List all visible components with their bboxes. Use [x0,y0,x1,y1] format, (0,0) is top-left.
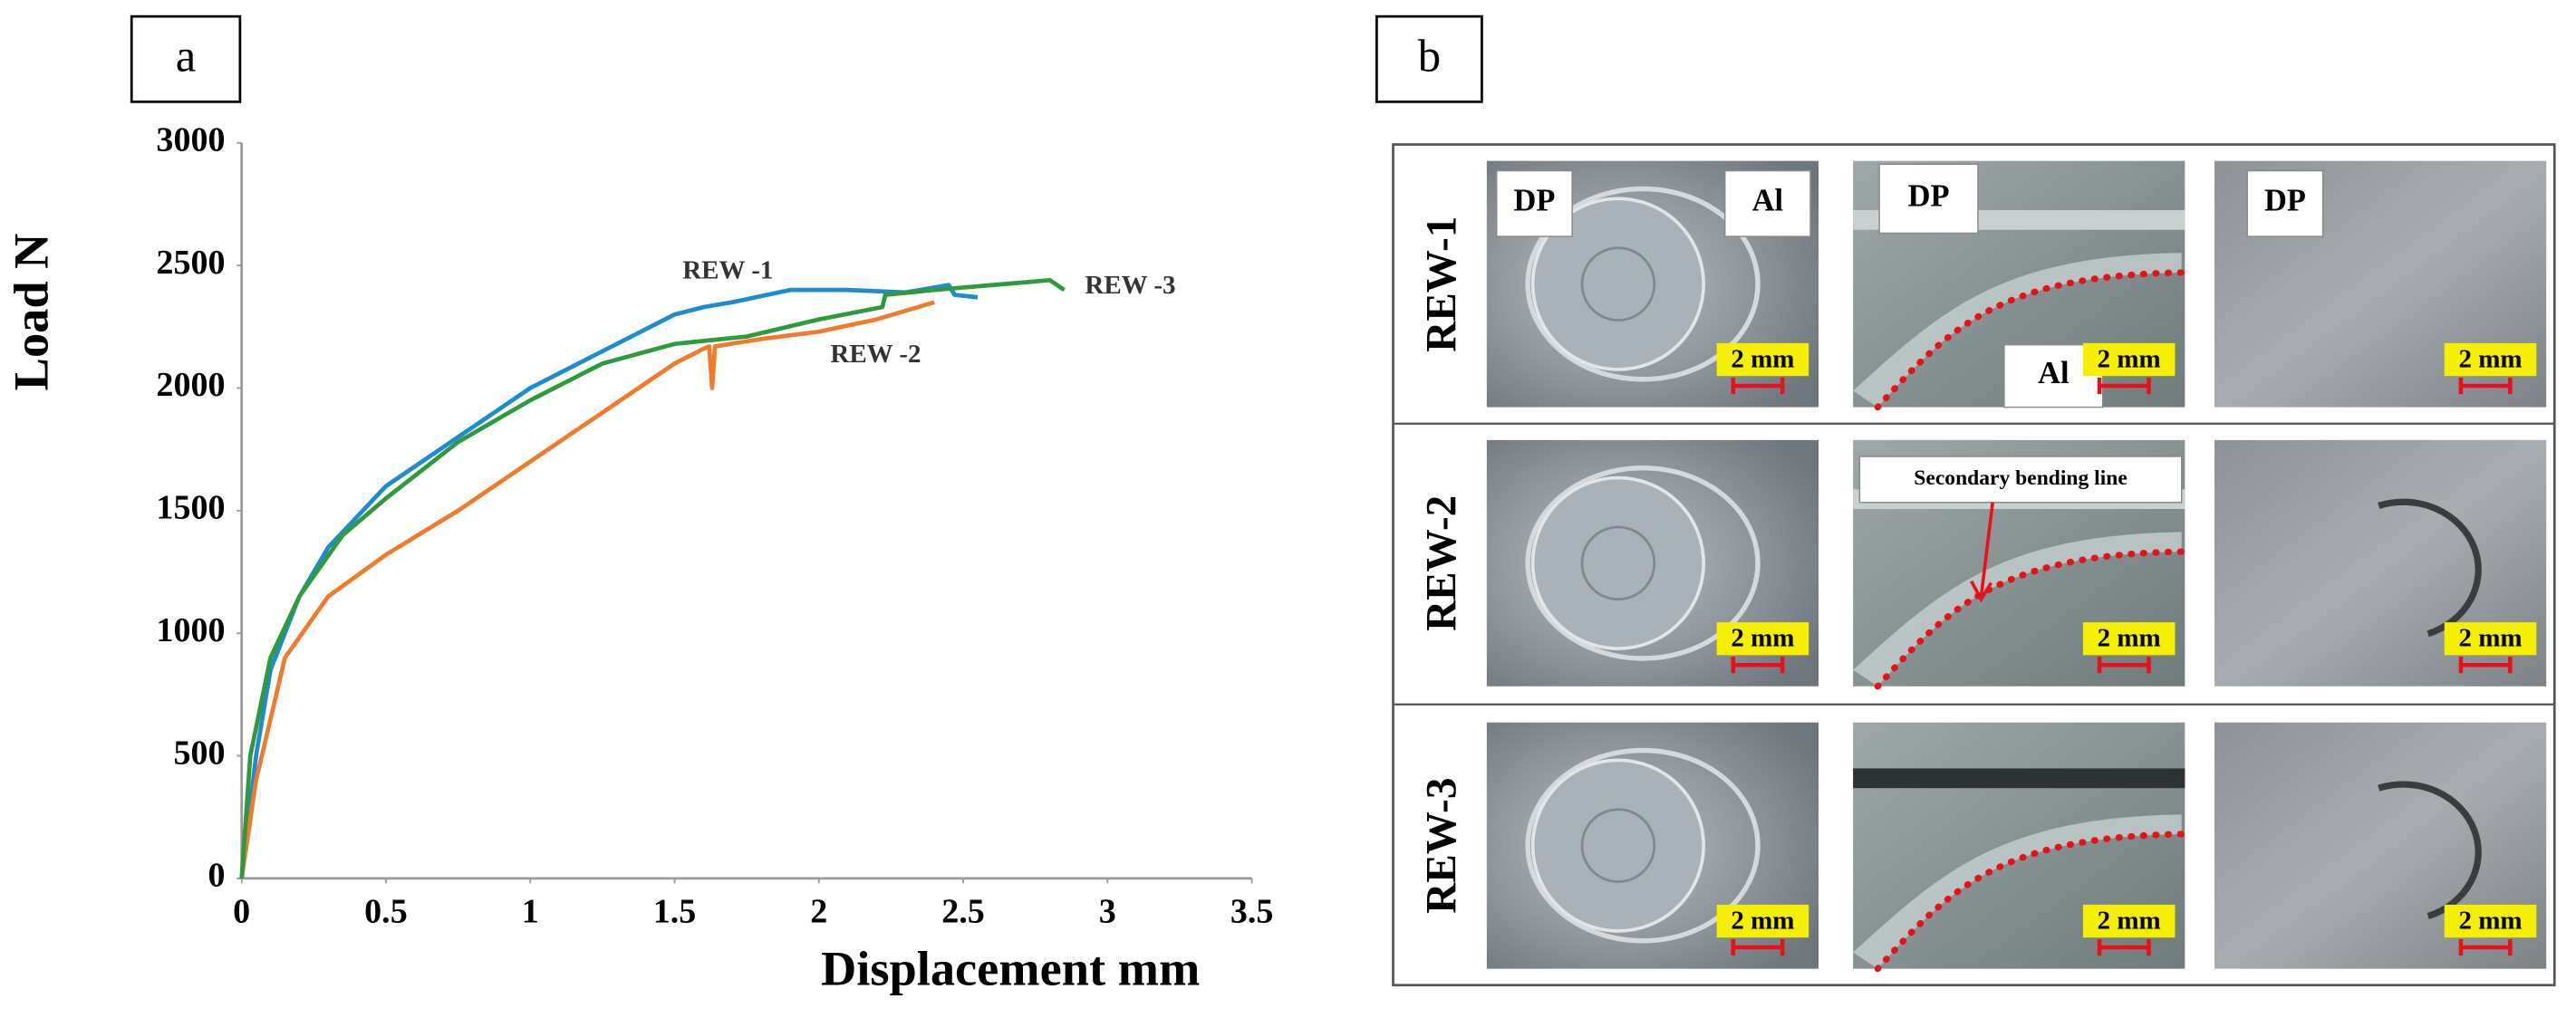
scale-label: 2 mm [2459,907,2523,936]
scale-label: 2 mm [2098,907,2161,936]
scale-highlight [2444,342,2537,377]
x-tick-label: 0 [233,893,250,931]
tag-label: Secondary bending line [1914,466,2127,490]
scale-bar [2458,938,2513,956]
series-label: REW -3 [1085,271,1175,300]
tag-box [1496,169,1573,237]
scale-label: 2 mm [1731,344,1794,373]
series-line [239,277,1066,879]
photo: 2 mm [2214,722,2547,969]
series-label: REW -1 [682,256,773,285]
y-tick-label: 500 [173,734,225,772]
y-tick-label: 3000 [156,120,225,158]
scale-bar [2097,377,2151,395]
weld-center [1580,246,1656,322]
photo: 2 mm [2214,439,2547,687]
scale-bar [2458,377,2513,395]
scale-highlight [1716,342,1809,377]
scale-bar [1731,657,1785,674]
tag-label: Al [1752,184,1783,218]
x-axis-title: Displacement mm [821,942,1200,996]
tag-label: DP [1513,184,1555,218]
x-tick-label: 1.5 [653,893,697,931]
photo: DP 2 mm [2214,160,2547,408]
panel-box [1375,14,1483,103]
tag-label: Al [2038,356,2069,390]
bend-surface [1853,253,2182,408]
x-tick-label: 1 [522,893,539,931]
tag-label: DP [2264,184,2306,218]
scale-bar [2097,938,2151,956]
bend-surface [1853,532,2182,687]
scale-bar [2097,657,2151,674]
y-tick-label: 1500 [156,489,225,527]
scale-highlight [2444,622,2537,656]
y-tick-label: 2500 [156,244,225,282]
panel-box [130,14,242,103]
photo: 2 mm [1486,722,1819,969]
scale-label: 2 mm [2459,344,2523,373]
weld-nugget [1530,197,1705,371]
arrow [1970,502,1995,603]
tag-box [1858,456,2183,504]
scale-highlight [2082,342,2176,377]
bending-line [1874,548,2185,690]
x-tick-label: 3.5 [1230,893,1274,931]
panel-label: b [1418,31,1441,82]
bending-line [1874,831,2185,973]
weld-ring [1525,465,1761,661]
photo: 2 mm [1853,722,2185,973]
scale-label: 2 mm [1731,624,1794,653]
scale-highlight [2444,904,2537,938]
scale-label: 2 mm [2459,624,2523,653]
row-label: REW-2 [1418,495,1465,631]
scale-bar [1731,377,1785,395]
bend-surface [1853,814,2182,969]
tag-box [2246,169,2324,237]
y-tick-label: 0 [208,857,226,895]
x-tick-label: 3 [1099,893,1116,931]
y-tick-label: 1000 [156,611,225,649]
series-line [239,300,935,879]
photo: DP Al 2 mm [1486,160,1819,408]
weld-nugget [1530,475,1705,650]
row-label: REW-3 [1418,778,1465,914]
tag-box [1878,163,1979,235]
weld-nugget [1530,758,1705,933]
scale-label: 2 mm [2098,624,2161,653]
y-axis-title: Load N [5,234,59,391]
photo: Secondary bending line 2 mm [1853,439,2185,690]
y-tick-label: 2000 [156,366,225,404]
tag-label: DP [1908,178,1950,213]
series-label: REW -2 [830,340,921,369]
scale-highlight [1716,622,1809,656]
scale-highlight [2082,622,2176,656]
weld-ring [1525,747,1761,944]
x-tick-label: 0.5 [364,893,408,931]
weld-ring [1525,186,1761,382]
sheet-edge [1853,768,2185,789]
photo: DP Al 2 mm [1853,160,2185,411]
scale-highlight [2082,904,2176,938]
bending-line [1874,269,2185,411]
scale-highlight [1716,904,1809,938]
photo: 2 mm [1486,439,1819,687]
scale-bar [2458,657,2513,674]
weld-center [1580,808,1656,883]
scale-label: 2 mm [2098,344,2161,373]
crack-arc [2378,498,2482,638]
x-tick-label: 2 [810,893,827,931]
row-label: REW-1 [1418,216,1465,352]
scale-bar [1731,938,1785,956]
panel-label: a [176,31,197,82]
crack-arc [2378,781,2482,920]
scale-label: 2 mm [1731,907,1794,936]
tag-box [1724,169,1811,237]
x-tick-label: 2.5 [941,893,985,931]
weld-center [1580,525,1656,601]
